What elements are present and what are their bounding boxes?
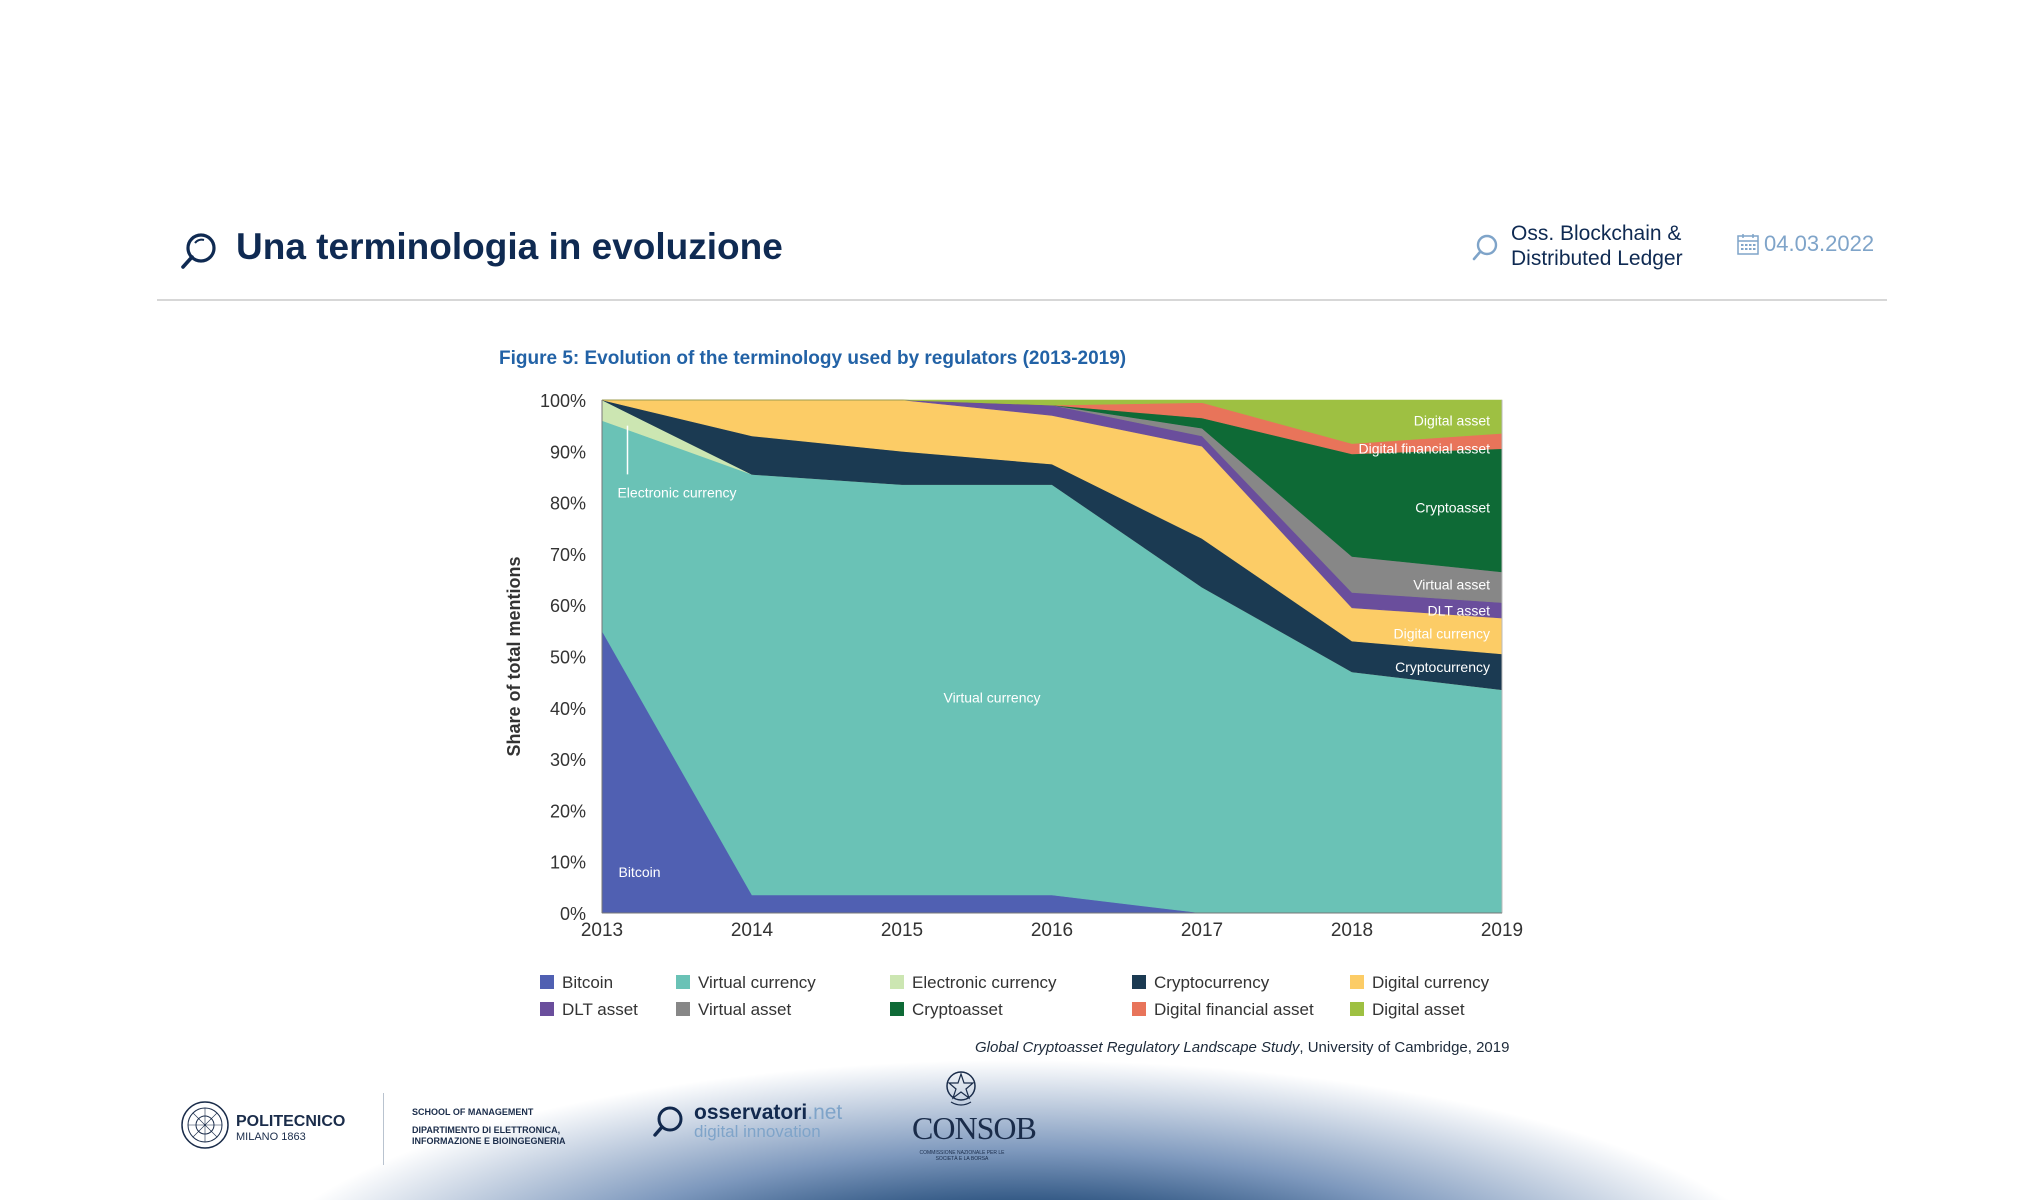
consob-emblem-icon — [946, 1071, 976, 1106]
department-line1: DIPARTIMENTO DI ELETTRONICA, — [412, 1125, 561, 1135]
annotation-digital-asset: Digital asset — [1414, 413, 1490, 429]
consob-subtitle: COMMISSIONE NAZIONALE PER LE SOCIETÀ E L… — [919, 1150, 1005, 1162]
legend-label-cryptocurrency: Cryptocurrency — [1154, 973, 1270, 992]
osservatori-tld: .net — [807, 1101, 843, 1124]
x-tick-label: 2014 — [731, 920, 774, 941]
politecnico-subtitle: MILANO 1863 — [236, 1131, 306, 1143]
legend-swatch-bitcoin — [540, 975, 554, 989]
politecnico-seal-logo — [181, 1101, 229, 1149]
annotation-virtual-currency: Virtual currency — [943, 690, 1040, 706]
legend-label-virtual-asset: Virtual asset — [698, 1000, 792, 1019]
osservatori-magnifier-icon — [653, 1106, 683, 1137]
presentation-date: 04.03.2022 — [1764, 231, 1875, 256]
legend-label-electronic-currency: Electronic currency — [912, 973, 1057, 992]
legend-swatch-virtual-asset — [676, 1002, 690, 1016]
y-tick-label: 60% — [550, 596, 586, 616]
magnifier-icon — [181, 233, 216, 269]
x-tick-label: 2016 — [1031, 920, 1073, 941]
legend-label-digital-asset: Digital asset — [1372, 1000, 1465, 1019]
annotation-digital-financial-asset: Digital financial asset — [1358, 441, 1490, 457]
page-title: Una terminologia in evoluzione — [236, 226, 783, 267]
source-title: Global Cryptoasset Regulatory Landscape … — [975, 1039, 1300, 1056]
slide-header: Una terminologia in evoluzione Oss. Bloc… — [0, 0, 2040, 310]
legend-swatch-digital-asset — [1350, 1002, 1364, 1016]
y-tick-label: 90% — [550, 442, 586, 462]
calendar-icon — [1737, 234, 1759, 255]
x-tick-label: 2015 — [881, 920, 923, 941]
y-axis-label: Share of total mentions — [504, 556, 524, 756]
source-publisher: , University of Cambridge, 2019 — [1299, 1039, 1510, 1056]
x-tick-label: 2018 — [1331, 920, 1373, 941]
legend-label-digital-financial-asset: Digital financial asset — [1154, 1000, 1314, 1019]
observatory-name-line2: Distributed Ledger — [1511, 247, 1683, 270]
bottom-gradient-decoration — [0, 1020, 2040, 1200]
legend-swatch-digital-currency — [1350, 975, 1364, 989]
legend-swatch-electronic-currency — [890, 975, 904, 989]
legend-label-virtual-currency: Virtual currency — [698, 973, 816, 992]
observatory-name-line1: Oss. Blockchain & — [1511, 222, 1682, 245]
y-axis-ticks: 0% 10% 20% 30% 40% 50% 60% 70% 80% 90% 100% — [540, 391, 586, 924]
x-tick-label: 2017 — [1181, 920, 1223, 941]
legend-swatch-digital-financial-asset — [1132, 1002, 1146, 1016]
osservatori-name: osservatori — [694, 1101, 808, 1124]
legend-label-cryptoasset: Cryptoasset — [912, 1000, 1003, 1019]
politecnico-name: POLITECNICO — [236, 1113, 346, 1130]
annotation-cryptocurrency: Cryptocurrency — [1395, 659, 1490, 675]
legend-swatch-dlt-asset — [540, 1002, 554, 1016]
annotation-digital-currency: Digital currency — [1394, 625, 1490, 641]
magnifier-icon — [1472, 234, 1498, 261]
y-tick-label: 0% — [560, 904, 586, 924]
y-tick-label: 100% — [540, 391, 586, 411]
y-tick-label: 50% — [550, 648, 586, 668]
school-name: SCHOOL OF MANAGEMENT DIPARTIMENTO DI ELE… — [412, 1107, 612, 1147]
legend-label-bitcoin: Bitcoin — [562, 973, 613, 992]
y-tick-label: 40% — [550, 699, 586, 719]
chart-legend: Bitcoin Virtual currency Electronic curren… — [540, 973, 1490, 1019]
annotation-dlt-asset: DLT asset — [1427, 602, 1490, 618]
y-tick-label: 20% — [550, 801, 586, 821]
osservatori-tagline: digital innovation — [694, 1122, 821, 1141]
footer-divider — [383, 1093, 384, 1165]
department-line2: INFORMAZIONE E BIOINGEGNERIA — [412, 1136, 566, 1146]
y-tick-label: 70% — [550, 545, 586, 565]
y-tick-label: 80% — [550, 494, 586, 514]
chart-title: Figure 5: Evolution of the terminology u… — [499, 348, 1126, 369]
x-tick-label: 2013 — [581, 920, 623, 941]
legend-swatch-cryptoasset — [890, 1002, 904, 1016]
legend-swatch-cryptocurrency — [1132, 975, 1146, 989]
annotation-electronic-currency: Electronic currency — [617, 484, 736, 500]
annotation-virtual-asset: Virtual asset — [1413, 577, 1490, 593]
consob-wordmark: CONSOB — [912, 1110, 1037, 1146]
school-line: SCHOOL OF MANAGEMENT — [412, 1107, 534, 1117]
header-divider — [157, 299, 1887, 301]
legend-swatch-virtual-currency — [676, 975, 690, 989]
osservatori-brand: osservatori.net — [694, 1101, 842, 1125]
chart-annotations: Bitcoin Virtual currency Electronic curren… — [617, 413, 1490, 880]
source-citation: Global Cryptoasset Regulatory Landscape … — [975, 1039, 1509, 1056]
annotation-bitcoin: Bitcoin — [618, 864, 660, 880]
chart-areas — [601, 399, 1503, 914]
legend-label-dlt-asset: DLT asset — [562, 1000, 638, 1019]
observatory-name: Oss. Blockchain & Distributed Ledger — [1511, 221, 1711, 271]
y-tick-label: 10% — [550, 853, 586, 873]
x-axis-ticks: 2013 2014 2015 2016 2017 2018 2019 — [581, 920, 1523, 941]
terminology-area-chart: Figure 5: Evolution of the terminology u… — [499, 348, 1523, 1019]
annotation-cryptoasset: Cryptoasset — [1415, 500, 1490, 516]
legend-label-digital-currency: Digital currency — [1372, 973, 1490, 992]
y-tick-label: 30% — [550, 750, 586, 770]
x-tick-label: 2019 — [1481, 920, 1523, 941]
